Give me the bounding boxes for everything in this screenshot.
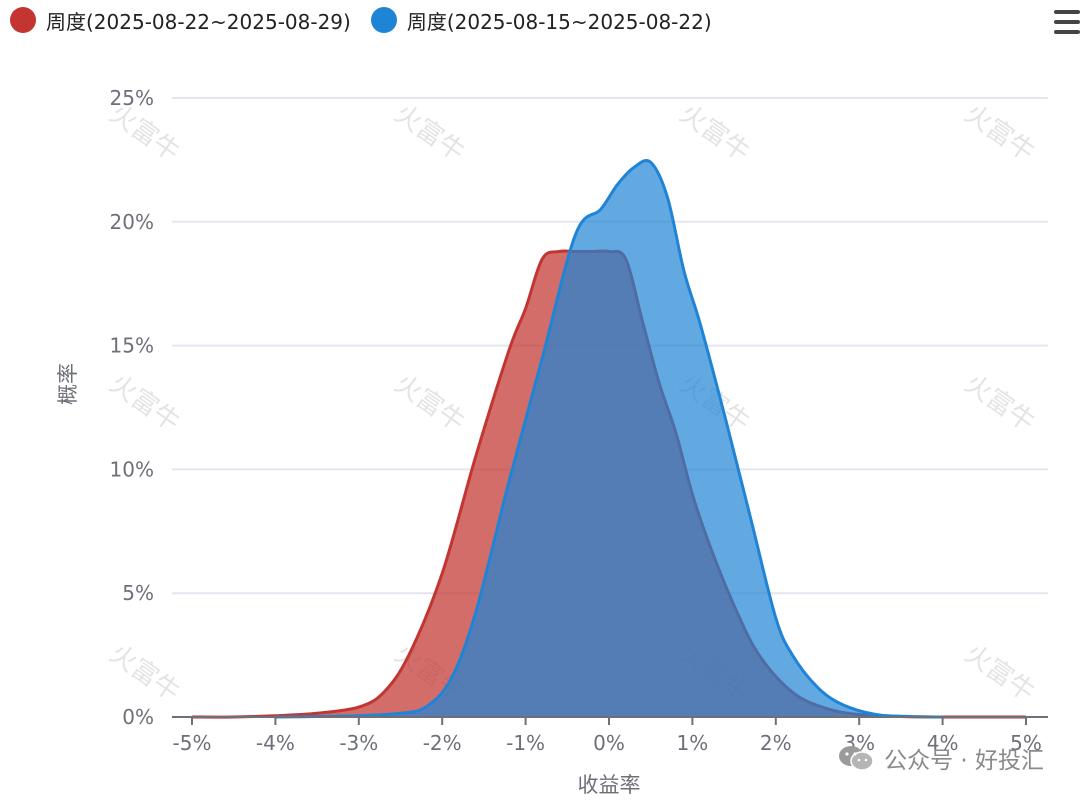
x-tick-label: -5% — [173, 731, 212, 755]
footer-source-text: 公众号 · 好投汇 — [884, 748, 1044, 774]
legend-item-series-2[interactable]: 周度(2025-08-15~2025-08-22) — [370, 6, 712, 35]
y-tick-label: 10% — [110, 457, 154, 481]
x-tick-label: 2% — [760, 731, 792, 755]
x-tick-label: 0% — [593, 731, 625, 755]
legend-label-series-1: 周度(2025-08-22~2025-08-29) — [46, 9, 351, 34]
y-tick-label: 5% — [122, 581, 154, 605]
x-tick-label: 1% — [677, 731, 709, 755]
y-tick-label: 0% — [122, 705, 154, 729]
watermark-text: 火富牛 — [389, 99, 470, 168]
y-tick-label: 25% — [110, 86, 154, 110]
x-tick-label: -4% — [256, 731, 295, 755]
watermark-text: 火富牛 — [674, 99, 755, 168]
watermark-text: 火富牛 — [959, 369, 1040, 438]
watermark-text: 火富牛 — [104, 639, 185, 708]
x-axis-label: 收益率 — [578, 773, 641, 797]
watermark-text: 火富牛 — [959, 99, 1040, 168]
watermark-text: 火富牛 — [959, 639, 1040, 708]
y-tick-label: 20% — [110, 210, 154, 234]
series-2-area — [275, 160, 943, 717]
legend-marker-series-1 — [10, 7, 36, 33]
wechat-source-watermark: 公众号 · 好投汇 — [838, 741, 1044, 775]
x-tick-label: -2% — [423, 731, 462, 755]
x-tick-label: -3% — [339, 731, 378, 755]
wechat-icon — [839, 746, 874, 771]
y-tick-label: 15% — [110, 334, 154, 358]
x-tick-label: -1% — [506, 731, 545, 755]
x-tick-label: 5% — [1010, 731, 1042, 755]
hamburger-menu-icon[interactable] — [1054, 10, 1080, 36]
legend-marker-series-2 — [370, 7, 397, 33]
series-2-line — [275, 159, 943, 719]
watermark-text: 火富牛 — [389, 369, 470, 438]
watermark-text: 火富牛 — [104, 369, 185, 438]
x-tick-label: 4% — [927, 731, 959, 755]
chart-legend: 周度(2025-08-22~2025-08-29) 周度(2025-08-15~… — [0, 0, 722, 40]
legend-item-series-1[interactable]: 周度(2025-08-22~2025-08-29) — [10, 6, 351, 35]
legend-label-series-2: 周度(2025-08-15~2025-08-22) — [406, 9, 712, 34]
y-axis-label: 概率 — [56, 363, 80, 405]
